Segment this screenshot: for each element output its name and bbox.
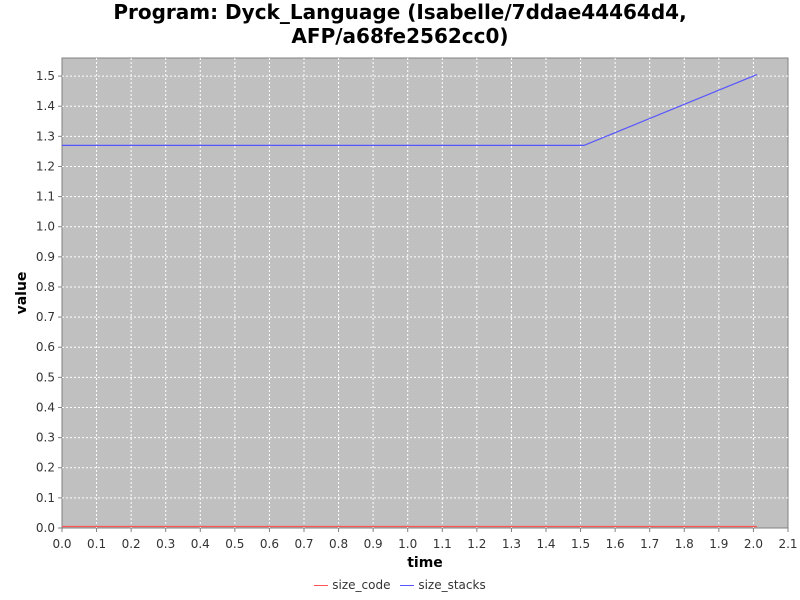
- chart-title-line-2: AFP/a68fe2562cc0): [291, 24, 509, 48]
- y-tick-label: 0.4: [36, 400, 55, 414]
- y-tick-label: 0.6: [36, 340, 55, 354]
- x-axis-title: time: [407, 555, 443, 571]
- x-tick-label: 0.9: [364, 537, 383, 551]
- x-tick-label: 1.1: [433, 537, 452, 551]
- x-tick-label: 1.0: [398, 537, 417, 551]
- y-tick-label: 1.2: [36, 159, 55, 173]
- x-tick-label: 0.3: [156, 537, 175, 551]
- y-tick-label: 0.1: [36, 491, 55, 505]
- y-tick-label: 0.2: [36, 461, 55, 475]
- x-tick-label: 2.1: [778, 537, 797, 551]
- x-tick-label: 0.7: [294, 537, 313, 551]
- y-tick-label: 1.0: [36, 220, 55, 234]
- chart-title: Program: Dyck_Language (Isabelle/7ddae44…: [0, 0, 800, 48]
- x-tick-label: 0.2: [122, 537, 141, 551]
- y-tick-label: 0.3: [36, 431, 55, 445]
- x-tick-label: 1.9: [709, 537, 728, 551]
- x-tick-label: 1.8: [675, 537, 694, 551]
- y-tick-label: 1.1: [36, 190, 55, 204]
- y-tick-label: 0.5: [36, 370, 55, 384]
- x-tick-label: 1.6: [606, 537, 625, 551]
- y-tick-label: 0.0: [36, 521, 55, 535]
- y-tick-label: 0.7: [36, 310, 55, 324]
- y-tick-label: 0.8: [36, 280, 55, 294]
- y-tick-label: 1.5: [36, 69, 55, 83]
- x-tick-label: 0.6: [260, 537, 279, 551]
- series-line-size-stacks: [62, 74, 758, 146]
- legend-swatch-size-stacks: [400, 585, 415, 586]
- legend-label-size-code: size_code: [332, 578, 391, 592]
- legend-swatch-size-code: [314, 585, 329, 586]
- x-tick-label: 0.0: [52, 537, 71, 551]
- series-lines: [62, 74, 758, 528]
- x-tick-label: 0.8: [329, 537, 348, 551]
- legend-item-size-stacks: size_stacks: [400, 578, 486, 592]
- axes: 0.0 0.1 0.2 0.3 0.4 0.5 0.6 0.7 0.8 0.9 1.0 1.1 1.2 1…: [36, 69, 798, 551]
- legend: size_code size_stacks: [0, 578, 800, 592]
- legend-item-size-code: size_code: [314, 578, 391, 592]
- x-tick-label: 1.7: [640, 537, 659, 551]
- y-tick-label: 1.4: [36, 99, 55, 113]
- y-axis-title: value: [14, 272, 30, 315]
- chart-title-line-1: Program: Dyck_Language (Isabelle/7ddae44…: [113, 0, 687, 24]
- x-tick-label: 2.0: [744, 537, 763, 551]
- grid-lines: [62, 58, 788, 528]
- x-tick-label: 1.3: [502, 537, 521, 551]
- x-tick-label: 1.2: [467, 537, 486, 551]
- x-tick-label: 0.5: [225, 537, 244, 551]
- x-tick-label: 1.4: [536, 537, 555, 551]
- x-tick-label: 0.1: [87, 537, 106, 551]
- y-tick-label: 1.3: [36, 129, 55, 143]
- y-tick-label: 0.9: [36, 250, 55, 264]
- legend-label-size-stacks: size_stacks: [418, 578, 486, 592]
- x-tick-label: 1.5: [571, 537, 590, 551]
- x-tick-label: 0.4: [191, 537, 210, 551]
- plot-area: [61, 57, 789, 529]
